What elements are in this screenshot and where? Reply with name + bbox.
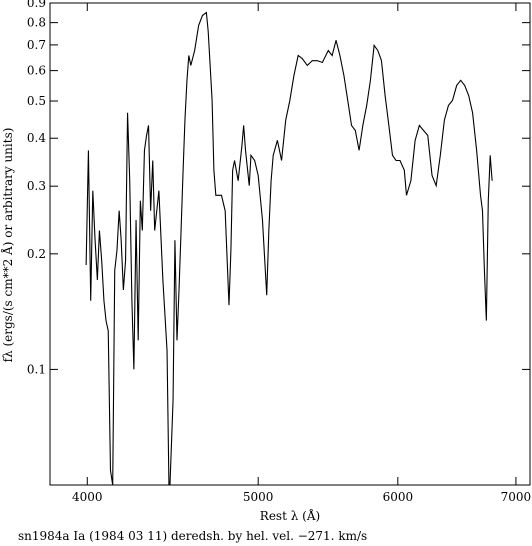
y-tick-label: 0.9 (27, 0, 46, 10)
y-tick-label: 0.1 (27, 362, 46, 376)
plot-frame (49, 2, 531, 486)
y-tick-label: 0.6 (27, 64, 46, 78)
y-tick-label: 0.7 (27, 38, 46, 52)
y-tick-label: 0.4 (27, 131, 46, 145)
y-axis-label: fλ (ergs/(s cm**2 Å) or arbitrary units) (0, 128, 15, 363)
y-tick-label: 0.3 (27, 179, 46, 193)
spectrum-line (85, 11, 493, 486)
x-axis-label: Rest λ (Å) (260, 508, 320, 523)
y-tick-label: 0.5 (27, 94, 46, 108)
x-tick-label: 7000 (501, 490, 532, 504)
x-tick-label: 4000 (72, 490, 103, 504)
y-tick-label: 0.2 (27, 247, 46, 261)
y-tick-label: 0.8 (27, 16, 46, 30)
x-tick-label: 5000 (243, 490, 274, 504)
x-tick-label: 6000 (383, 490, 414, 504)
caption: sn1984a Ia (1984 03 11) deredsh. by hel.… (18, 529, 367, 543)
